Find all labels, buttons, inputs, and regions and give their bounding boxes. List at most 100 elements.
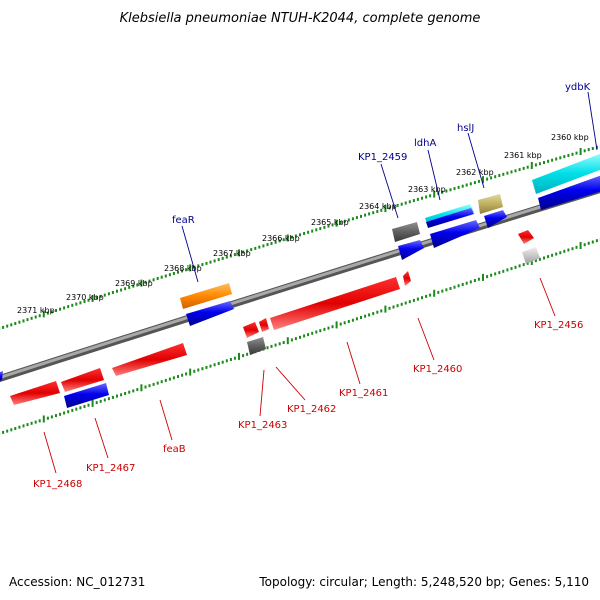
gene-KP1_2456[interactable] <box>518 230 534 244</box>
gene-label-feaB[interactable]: feaB <box>163 444 186 455</box>
scale-dot <box>107 397 110 401</box>
scale-dot <box>347 218 350 222</box>
scale-dot <box>71 408 74 412</box>
scale-dot <box>50 310 53 314</box>
scale-dot <box>522 263 525 267</box>
scale-dot <box>416 297 419 301</box>
scale-dot <box>315 330 318 334</box>
scale-dot <box>563 155 566 159</box>
scale-dot <box>148 279 151 283</box>
scale-dot <box>319 329 322 333</box>
scale-dot <box>103 398 106 402</box>
scale-dot <box>55 309 57 312</box>
gene-KP1_2463[interactable] <box>243 322 259 338</box>
scale-dot <box>547 255 550 259</box>
scale-dot <box>164 274 167 278</box>
scale-dot <box>120 393 123 397</box>
gene-label-KP1_2462[interactable]: KP1_2462 <box>287 404 336 415</box>
scale-dot <box>343 321 346 325</box>
scale-dot <box>506 268 509 272</box>
kbp-tick-labels: 2360 kbp 2361 kbp 2362 kbp 2363 kbp 2364… <box>17 133 589 315</box>
scale-tick <box>482 176 484 184</box>
scale-dot <box>197 264 200 268</box>
scale-dot <box>120 288 123 292</box>
scale-dot <box>331 325 334 329</box>
scale-dot <box>221 256 224 260</box>
scale-dot <box>392 205 395 209</box>
scale-dot <box>95 296 98 300</box>
gene-hslJ[interactable] <box>478 194 503 214</box>
gene-KP1_2462[interactable] <box>259 318 269 332</box>
gene-KP1_2467-strand[interactable] <box>64 383 109 408</box>
scale-dot <box>6 324 9 328</box>
scale-dot <box>396 304 399 308</box>
scale-dot <box>156 381 159 385</box>
gene-KP1_2468[interactable] <box>10 381 60 405</box>
gene-hslJ-strand[interactable] <box>484 210 507 228</box>
scale-tick <box>140 384 143 392</box>
gene-ldhA-strand[interactable] <box>430 220 480 248</box>
gene-label-ldhA[interactable]: ldhA <box>414 138 436 149</box>
scale-dot <box>571 247 574 251</box>
gene-KP1_2456-strand[interactable] <box>522 247 540 264</box>
scale-dot <box>266 346 269 350</box>
scale-dot <box>412 199 415 203</box>
scale-dot <box>364 213 367 217</box>
scale-dot <box>372 312 375 316</box>
gene-label-KP1_2467[interactable]: KP1_2467 <box>86 463 135 474</box>
scale-dot <box>514 169 517 173</box>
scale-dot <box>551 158 554 162</box>
scale-dot <box>168 377 171 381</box>
scale-dot <box>95 401 98 405</box>
scale-dot <box>575 151 578 155</box>
scale-dot <box>534 163 537 167</box>
gene-feaR[interactable] <box>180 283 232 309</box>
gene-label-KP1_2461[interactable]: KP1_2461 <box>339 388 388 399</box>
gene-ydbK-strand[interactable] <box>538 174 600 210</box>
scale-dot <box>128 285 131 289</box>
scale-dot <box>299 233 301 237</box>
scale-dot <box>490 176 493 180</box>
gene-ydbK[interactable] <box>532 152 600 194</box>
gene-KP1_2460[interactable] <box>403 271 411 286</box>
gene-KP1_2467[interactable] <box>61 368 104 392</box>
gene-label-KP1_2468[interactable]: KP1_2468 <box>33 479 82 490</box>
scale-dot <box>437 290 440 294</box>
gene-label-KP1_2459[interactable]: KP1_2459 <box>358 152 407 163</box>
scale-dot <box>132 284 135 288</box>
scale-tick <box>384 305 387 313</box>
gene-label-KP1_2456[interactable]: KP1_2456 <box>534 320 583 331</box>
gene-KP1_2463-strand[interactable] <box>247 337 266 355</box>
scale-dot <box>494 175 497 179</box>
gene-KP1_2459-strand[interactable] <box>398 240 424 260</box>
gene-label-ydbK[interactable]: ydbK <box>565 82 591 93</box>
gene-ldhA[interactable] <box>425 204 474 228</box>
scale-dot <box>498 271 501 275</box>
gene-KP1_2459[interactable] <box>392 222 420 242</box>
scale-tick <box>286 337 289 345</box>
scale-dot <box>372 211 375 215</box>
scale-tick <box>140 279 143 287</box>
scale-dot <box>278 342 281 346</box>
gene-label-hslJ[interactable]: hslJ <box>457 123 474 134</box>
scale-dot <box>177 375 179 378</box>
gene-label-KP1_2460[interactable]: KP1_2460 <box>413 364 462 375</box>
kbp-label: 2370 kbp <box>66 293 104 302</box>
scale-dot <box>10 323 13 327</box>
scale-dot <box>225 359 228 363</box>
scale-dot <box>343 219 346 223</box>
gene-feaB[interactable] <box>112 343 187 376</box>
scale-dot <box>364 314 367 318</box>
scale-dot <box>518 264 521 268</box>
gene-label-feaR[interactable]: feaR <box>172 215 195 226</box>
kbp-label: 2365 kbp <box>311 218 349 227</box>
gene-feaR-strand[interactable] <box>186 301 234 326</box>
scale-dot <box>587 241 590 245</box>
scale-tick <box>579 242 582 249</box>
scale-dot <box>392 305 395 309</box>
scale-dot <box>229 254 232 258</box>
scale-dot <box>412 298 415 302</box>
gene-KP1_2461[interactable] <box>270 277 400 330</box>
gene-left-edge[interactable] <box>0 371 3 383</box>
gene-label-KP1_2463[interactable]: KP1_2463 <box>238 420 287 431</box>
